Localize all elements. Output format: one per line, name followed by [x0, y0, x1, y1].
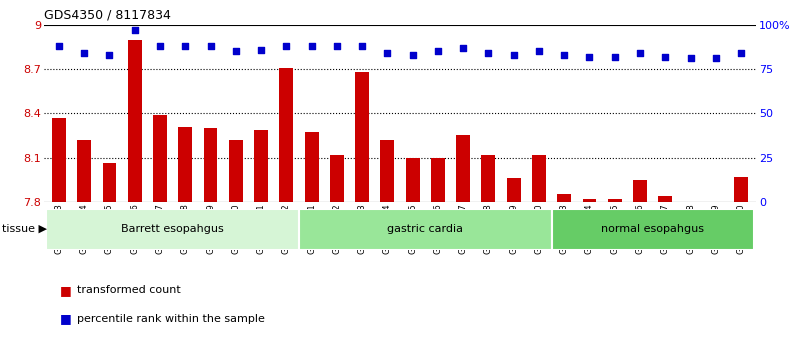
Text: gastric cardia: gastric cardia [387, 224, 463, 234]
Point [128, 27, 141, 33]
Bar [204, 128, 217, 202]
Point [684, 56, 696, 61]
Bar [330, 155, 344, 202]
Bar [153, 115, 167, 202]
Bar [532, 155, 546, 202]
Bar [608, 199, 622, 202]
Bar [355, 72, 369, 202]
Point [659, 54, 672, 59]
Bar [128, 40, 142, 202]
Point [179, 43, 192, 49]
Point [608, 54, 621, 59]
Bar [583, 199, 596, 202]
Point [457, 45, 470, 51]
Bar [406, 158, 419, 202]
Point [229, 48, 242, 54]
FancyBboxPatch shape [46, 209, 299, 250]
Bar [52, 118, 66, 202]
Point [482, 50, 495, 56]
Point [280, 43, 293, 49]
Bar [380, 140, 394, 202]
Bar [557, 194, 572, 202]
Bar [254, 130, 268, 202]
Bar [103, 164, 116, 202]
Point [381, 50, 394, 56]
Bar [734, 177, 748, 202]
Point [53, 43, 65, 49]
Point [154, 43, 166, 49]
Point [255, 47, 267, 52]
Bar [431, 158, 445, 202]
Point [330, 43, 343, 49]
Bar [178, 126, 192, 202]
Point [305, 43, 318, 49]
Text: ■: ■ [60, 284, 72, 297]
Bar [633, 179, 647, 202]
Text: transformed count: transformed count [77, 285, 181, 295]
Point [634, 50, 646, 56]
Bar [456, 135, 470, 202]
Point [709, 56, 722, 61]
Point [204, 43, 217, 49]
Point [583, 54, 596, 59]
Point [431, 48, 444, 54]
Text: ■: ■ [60, 312, 72, 325]
Bar [228, 140, 243, 202]
Text: percentile rank within the sample: percentile rank within the sample [77, 314, 265, 324]
Point [533, 48, 545, 54]
Text: GDS4350 / 8117834: GDS4350 / 8117834 [44, 9, 170, 22]
Point [78, 50, 91, 56]
Bar [77, 140, 92, 202]
FancyBboxPatch shape [552, 209, 754, 250]
Text: normal esopahgus: normal esopahgus [601, 224, 704, 234]
Point [356, 43, 369, 49]
Bar [482, 155, 495, 202]
Point [507, 52, 520, 58]
Bar [658, 196, 672, 202]
Text: Barrett esopahgus: Barrett esopahgus [121, 224, 224, 234]
Point [406, 52, 419, 58]
Bar [507, 178, 521, 202]
Bar [305, 132, 318, 202]
Point [735, 50, 747, 56]
Point [103, 52, 116, 58]
Point [558, 52, 571, 58]
Bar [279, 68, 293, 202]
Text: tissue ▶: tissue ▶ [2, 223, 47, 233]
FancyBboxPatch shape [299, 209, 552, 250]
